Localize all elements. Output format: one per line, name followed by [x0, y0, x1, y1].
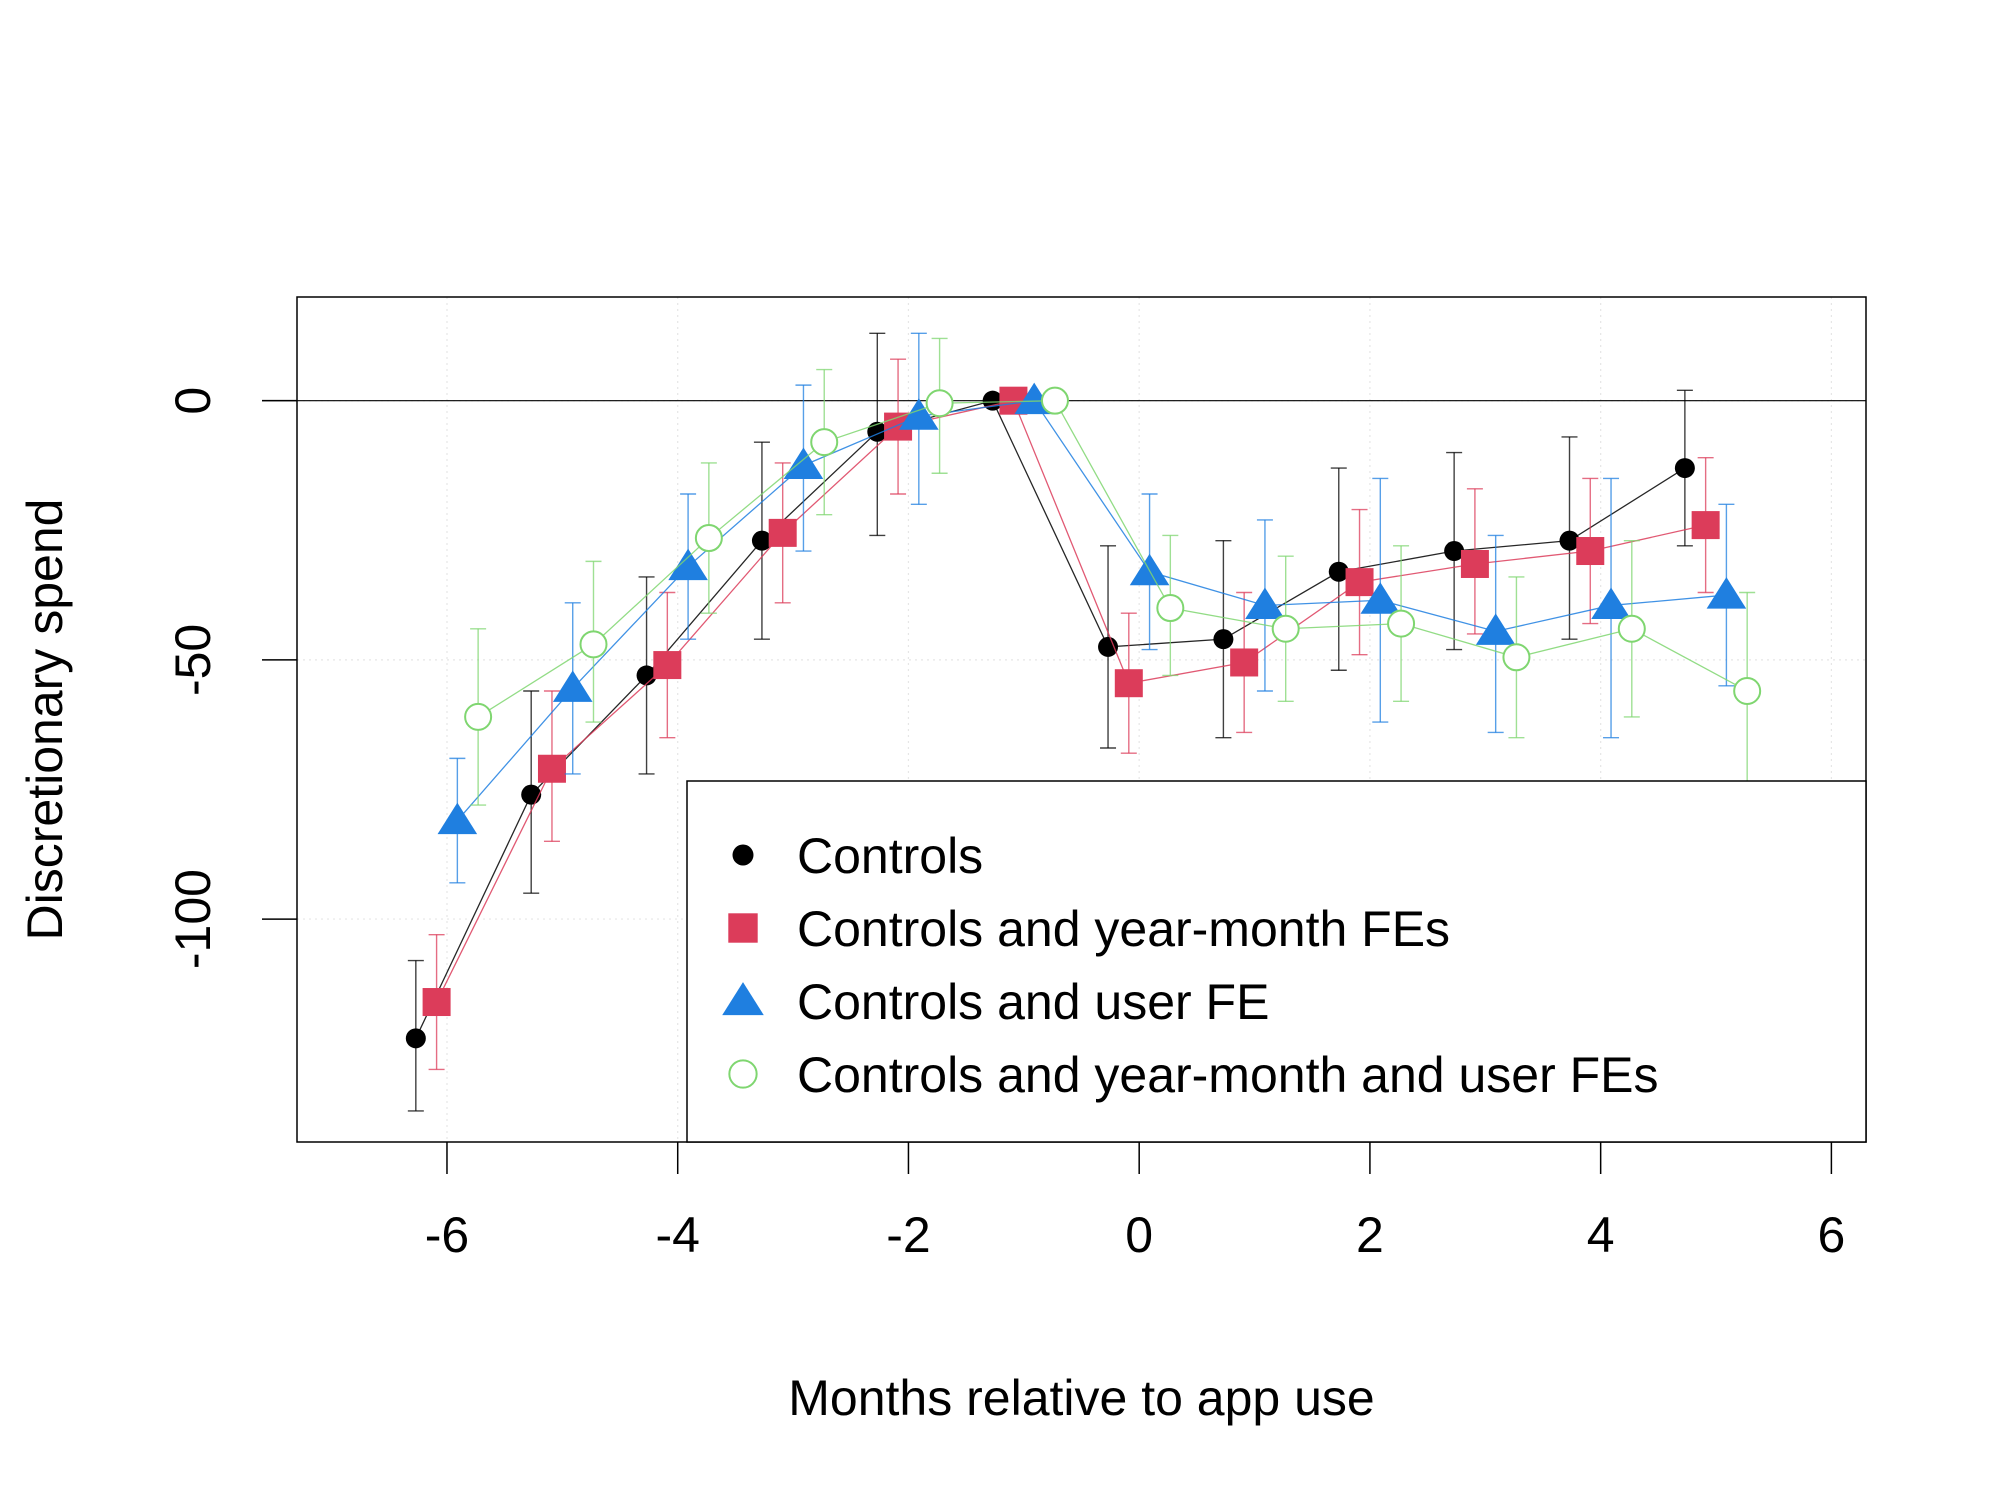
point-open-circle [464, 702, 493, 731]
series-4 [464, 337, 1762, 806]
point-open-circle [1271, 614, 1300, 643]
point-open-circle [1040, 386, 1069, 415]
point-triangle [1706, 577, 1747, 609]
point-triangle [783, 447, 824, 479]
point-circle [405, 1028, 426, 1049]
point-open-circle [1156, 594, 1185, 623]
legend-item-4: Controls and year-month and user FEs [728, 1047, 1659, 1103]
y-tick-label: -50 [165, 624, 221, 696]
legend-box [686, 780, 1867, 1143]
x-tick-label: 6 [1817, 1207, 1845, 1263]
legend-item-3: Controls and user FE [722, 974, 1269, 1030]
point-triangle [437, 802, 478, 835]
legend-label: Controls and year-month and user FEs [797, 1047, 1659, 1103]
point-square [1460, 549, 1489, 578]
point-open-circle [1387, 609, 1416, 638]
point-triangle [899, 398, 939, 430]
series-line [477, 400, 1748, 718]
x-tick-label: -4 [655, 1207, 699, 1263]
point-triangle [1591, 587, 1631, 619]
point-triangle [552, 670, 593, 702]
point-circle [521, 784, 542, 805]
point-circle [751, 530, 772, 551]
point-open-circle [728, 1059, 758, 1089]
point-open-circle [1733, 676, 1762, 705]
point-square [1691, 511, 1720, 540]
point-open-circle [925, 389, 954, 418]
legend-label: Controls and user FE [797, 974, 1269, 1030]
point-circle [732, 844, 754, 866]
legend: Controls Controls and year-month FEs Contr… [686, 780, 1867, 1143]
x-tick-label: 0 [1125, 1207, 1153, 1263]
y-tick-label: 0 [165, 387, 221, 415]
x-axis-label: Months relative to app use [788, 1370, 1374, 1426]
point-circle [1674, 458, 1695, 479]
point-square [1345, 568, 1374, 597]
legend-item-2: Controls and year-month FEs [728, 901, 1450, 957]
point-triangle [1360, 582, 1401, 614]
x-tick-label: 4 [1587, 1207, 1615, 1263]
point-circle [1559, 530, 1580, 551]
series-layer [405, 332, 1762, 1112]
point-circle [1213, 629, 1234, 650]
legend-label: Controls and year-month FEs [797, 901, 1450, 957]
point-open-circle [694, 524, 723, 553]
point-square [1230, 648, 1259, 677]
point-square [1114, 669, 1143, 698]
point-square [537, 754, 566, 783]
point-open-circle [1502, 643, 1531, 672]
series-line [415, 399, 1686, 1039]
x-tick-label: 2 [1356, 1207, 1384, 1263]
y-tick-label: -100 [165, 869, 221, 969]
x-tick-label: -2 [886, 1207, 930, 1263]
point-triangle [1245, 587, 1285, 619]
point-square [768, 518, 797, 547]
point-open-circle [810, 428, 839, 457]
series-line [436, 399, 1706, 1003]
series-line [456, 399, 1727, 822]
legend-label: Controls [797, 828, 983, 884]
point-circle [1444, 541, 1465, 562]
y-axis-label: Discretionary spend [17, 499, 73, 941]
point-triangle [722, 982, 764, 1016]
point-square [728, 913, 758, 943]
point-open-circle [579, 630, 608, 659]
x-tick-label: -6 [425, 1207, 469, 1263]
point-triangle [668, 548, 708, 581]
point-open-circle [1617, 614, 1646, 643]
axes: -6 -4 -2 0 2 4 6 0 -50 -100 [165, 387, 1845, 1263]
series-3 [437, 332, 1747, 884]
point-circle [1328, 561, 1349, 582]
legend-item-1: Controls [732, 828, 983, 884]
point-square [1576, 537, 1605, 566]
point-circle [1098, 636, 1119, 657]
point-square [422, 988, 451, 1017]
point-square [653, 651, 682, 680]
point-triangle [1475, 613, 1516, 645]
point-circle [636, 665, 657, 686]
